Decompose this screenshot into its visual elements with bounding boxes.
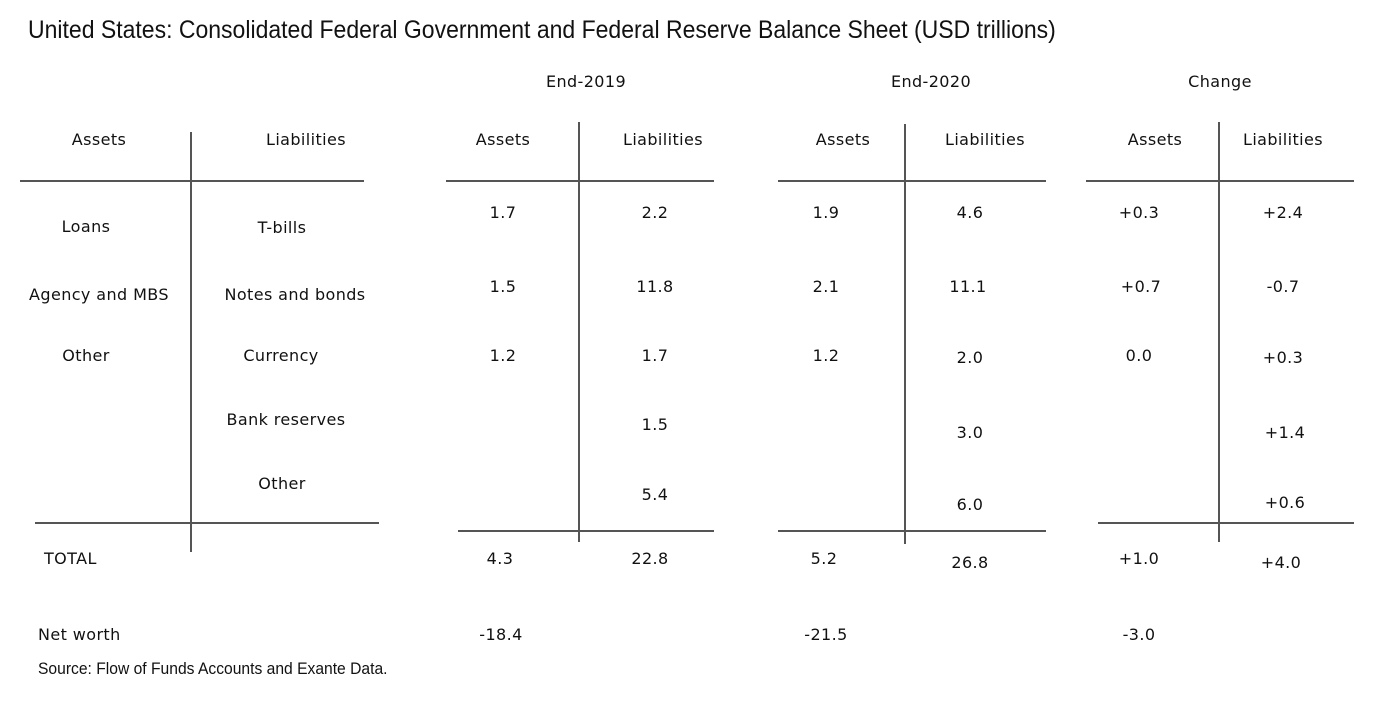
end2020-asset-value: 2.1 <box>812 277 840 296</box>
group-header-end-2020: End-2020 <box>890 72 972 91</box>
change-net-worth: -3.0 <box>1122 625 1156 644</box>
change-liability-value: +1.4 <box>1264 423 1306 442</box>
end2020-total-liabilities: 26.8 <box>951 553 989 572</box>
row-label-other-assets: Other <box>62 346 110 365</box>
label-col-liabilities-header: Liabilities <box>266 130 346 149</box>
divider-end-2019 <box>578 122 580 542</box>
label-col-assets-header: Assets <box>71 130 127 149</box>
total-rule-labels <box>35 522 379 524</box>
end2020-liability-value: 6.0 <box>956 495 984 514</box>
group-header-change: Change <box>1188 72 1252 91</box>
change-asset-value: +0.7 <box>1120 277 1162 296</box>
group-header-end-2019: End-2019 <box>545 72 627 91</box>
total-rule-end-2020 <box>778 530 1046 532</box>
end2020-liability-value: 4.6 <box>956 203 984 222</box>
end2020-asset-value: 1.2 <box>812 346 840 365</box>
end2020-liability-value: 11.1 <box>949 277 987 296</box>
end2019-asset-value: 1.5 <box>489 277 517 296</box>
change-liability-value: -0.7 <box>1266 277 1300 296</box>
divider-labels <box>190 132 192 552</box>
row-label-currency: Currency <box>243 346 319 365</box>
end2019-liability-value: 1.7 <box>641 346 669 365</box>
end2020-asset-value: 1.9 <box>812 203 840 222</box>
change-liability-value: +2.4 <box>1262 203 1304 222</box>
header-rule-labels <box>20 180 364 182</box>
row-label-loans: Loans <box>61 217 111 236</box>
end2019-asset-value: 1.7 <box>489 203 517 222</box>
source-note: Source: Flow of Funds Accounts and Exant… <box>38 659 388 678</box>
total-rule-end-2019 <box>458 530 714 532</box>
row-label-net-worth: Net worth <box>38 625 121 644</box>
end2020-net-worth: -21.5 <box>804 625 848 644</box>
end2019-asset-value: 1.2 <box>489 346 517 365</box>
row-label-total: TOTAL <box>44 549 97 568</box>
end2019-liability-value: 5.4 <box>641 485 669 504</box>
end2020-liabilities-header: Liabilities <box>945 130 1025 149</box>
change-asset-value: +0.3 <box>1118 203 1160 222</box>
total-rule-change <box>1098 522 1354 524</box>
end2019-liabilities-header: Liabilities <box>623 130 703 149</box>
end2019-liability-value: 2.2 <box>641 203 669 222</box>
change-total-liabilities: +4.0 <box>1260 553 1302 572</box>
end2019-liability-value: 1.5 <box>641 415 669 434</box>
end2019-liability-value: 11.8 <box>636 277 674 296</box>
row-label-notes-bonds: Notes and bonds <box>224 285 366 304</box>
row-label-other-liabilities: Other <box>258 474 306 493</box>
end2020-liability-value: 3.0 <box>956 423 984 442</box>
row-label-t-bills: T-bills <box>257 218 307 237</box>
header-rule-change <box>1086 180 1354 182</box>
change-assets-header: Assets <box>1127 130 1183 149</box>
end2019-net-worth: -18.4 <box>479 625 523 644</box>
change-liability-value: +0.6 <box>1264 493 1306 512</box>
end2019-total-liabilities: 22.8 <box>631 549 669 568</box>
row-label-bank-reserves: Bank reserves <box>226 410 346 429</box>
page-title: United States: Consolidated Federal Gove… <box>28 16 1056 44</box>
change-asset-value: 0.0 <box>1125 346 1153 365</box>
change-liabilities-header: Liabilities <box>1243 130 1323 149</box>
change-total-assets: +1.0 <box>1118 549 1160 568</box>
header-rule-end-2019 <box>446 180 714 182</box>
header-rule-end-2020 <box>778 180 1046 182</box>
end2019-assets-header: Assets <box>475 130 531 149</box>
end2020-assets-header: Assets <box>815 130 871 149</box>
divider-change <box>1218 122 1220 542</box>
divider-end-2020 <box>904 124 906 544</box>
end2019-total-assets: 4.3 <box>486 549 514 568</box>
end2020-liability-value: 2.0 <box>956 348 984 367</box>
end2020-total-assets: 5.2 <box>810 549 838 568</box>
row-label-agency-mbs: Agency and MBS <box>29 285 169 304</box>
change-liability-value: +0.3 <box>1262 348 1304 367</box>
